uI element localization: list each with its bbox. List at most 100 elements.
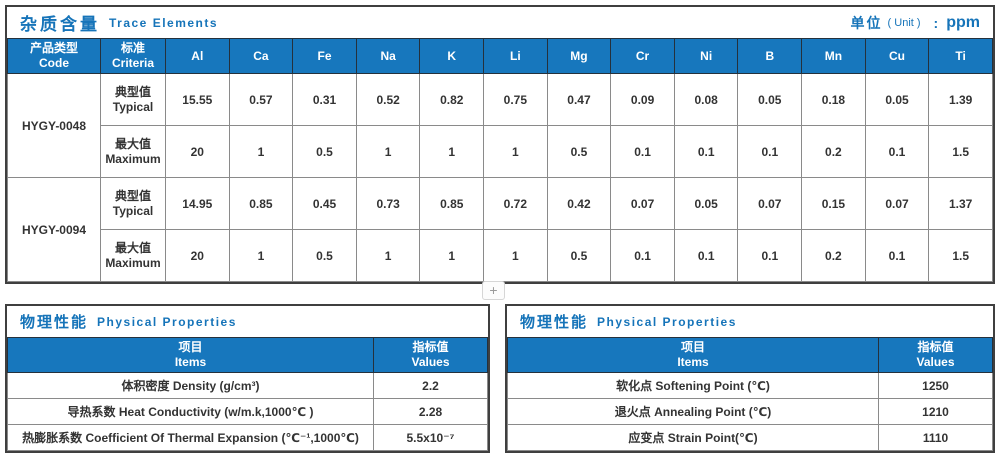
value-cell: 1.5 bbox=[928, 229, 993, 282]
column-header-code: 产品类型 Code bbox=[7, 38, 101, 74]
column-header-values-zh: 指标值 bbox=[412, 340, 449, 354]
physical-properties-panel-left: 物理性能 Physical Properties 项目 Items 指标值 Valu… bbox=[5, 304, 490, 453]
physical-left-title-bar: 物理性能 Physical Properties bbox=[7, 306, 488, 337]
value-cell: 0.05 bbox=[737, 73, 803, 126]
value-cell: 0.5 bbox=[292, 125, 357, 178]
column-header-criteria-zh: 标准 bbox=[120, 41, 145, 55]
unit-value: ppm bbox=[946, 13, 980, 31]
value-cell: 1 bbox=[355, 125, 421, 178]
unit-label: 单位 ( Unit ) : ppm bbox=[851, 13, 980, 33]
value-cell: 0.1 bbox=[673, 125, 739, 178]
panel-title-zh: 杂质含量 bbox=[20, 15, 100, 34]
column-header-element-cu: Cu bbox=[864, 38, 930, 74]
item-cell: 退火点 Annealing Point (℃) bbox=[507, 398, 879, 425]
panel-title-en: Physical Properties bbox=[597, 314, 737, 329]
table-row-0094-typical: HYGY-0094 典型值 Typical 14.95 0.85 0.45 0.7… bbox=[7, 177, 993, 282]
value-cell: 0.5 bbox=[546, 229, 612, 282]
column-header-values-en: Values bbox=[916, 355, 955, 369]
value-cell: 1250 bbox=[878, 372, 993, 399]
column-header-values: 指标值 Values bbox=[373, 337, 488, 373]
column-header-code-zh: 产品类型 bbox=[29, 41, 78, 55]
criteria-cell: 典型值 Typical bbox=[100, 73, 166, 126]
table-row-0048-maximum: 最大值 Maximum 20 1 0.5 1 1 1 0.5 0.1 0.1 0.… bbox=[8, 125, 993, 178]
table-row-annealing-point: 退火点 Annealing Point (℃) 1210 bbox=[507, 398, 993, 425]
table-row-softening-point: 软化点 Softening Point (℃) 1250 bbox=[507, 372, 993, 399]
value-cell: 0.1 bbox=[737, 125, 803, 178]
physical-properties-table-left: 项目 Items 指标值 Values 体积密度 Density (g/cm³) 2… bbox=[7, 337, 488, 451]
panel-title-zh: 物理性能 bbox=[20, 314, 89, 331]
table-row-strain-point: 应变点 Strain Point(℃) 1110 bbox=[507, 424, 993, 451]
value-cell: 1 bbox=[228, 229, 294, 282]
table-row-0048-typical: HYGY-0048 典型值 Typical 15.55 0.57 0.31 0.5… bbox=[7, 73, 993, 178]
value-cell: 0.1 bbox=[737, 229, 803, 282]
column-header-values-zh: 指标值 bbox=[917, 340, 954, 354]
value-cell: 1.39 bbox=[928, 73, 993, 126]
unit-zh: 单位 bbox=[850, 14, 883, 31]
item-cell: 热膨胀系数 Coefficient Of Thermal Expansion (… bbox=[7, 424, 374, 451]
item-cell: 体积密度 Density (g/cm³) bbox=[7, 372, 374, 399]
column-header-items: 项目 Items bbox=[7, 337, 374, 373]
value-cell: 0.07 bbox=[864, 177, 930, 230]
value-cell: 0.2 bbox=[801, 229, 866, 282]
physical-left-header-row: 项目 Items 指标值 Values bbox=[7, 337, 488, 373]
value-cell: 0.07 bbox=[610, 177, 675, 230]
physical-properties-table-right: 项目 Items 指标值 Values 软化点 Softening Point (℃… bbox=[507, 337, 993, 451]
value-cell: 20 bbox=[165, 229, 230, 282]
criteria-zh: 最大值 bbox=[114, 136, 151, 151]
value-cell: 0.2 bbox=[801, 125, 866, 178]
value-cell: 0.1 bbox=[864, 125, 930, 178]
value-cell: 0.72 bbox=[483, 177, 548, 230]
value-cell: 1 bbox=[228, 125, 294, 178]
value-cell: 1 bbox=[355, 229, 421, 282]
column-header-items: 项目 Items bbox=[507, 337, 879, 373]
value-cell: 1110 bbox=[878, 424, 993, 451]
value-cell: 1 bbox=[483, 125, 548, 178]
physical-right-title-bar: 物理性能 Physical Properties bbox=[507, 306, 993, 337]
value-cell: 0.85 bbox=[228, 177, 294, 230]
value-cell: 5.5x10⁻⁷ bbox=[373, 424, 488, 451]
criteria-zh: 典型值 bbox=[114, 84, 151, 99]
value-cell: 0.82 bbox=[419, 73, 485, 126]
value-cell: 2.28 bbox=[373, 398, 488, 425]
value-cell: 0.75 bbox=[483, 73, 548, 126]
value-cell: 2.2 bbox=[373, 372, 488, 399]
panel-title-zh: 物理性能 bbox=[520, 314, 589, 331]
column-header-items-zh: 项目 bbox=[178, 340, 203, 354]
value-cell: 0.15 bbox=[801, 177, 866, 230]
value-cell: 1.37 bbox=[928, 177, 993, 230]
criteria-cell: 最大值 Maximum bbox=[100, 125, 166, 178]
criteria-en: Typical bbox=[112, 99, 154, 114]
value-cell: 0.73 bbox=[355, 177, 421, 230]
column-header-items-zh: 项目 bbox=[680, 340, 705, 354]
value-cell: 0.42 bbox=[546, 177, 612, 230]
criteria-en: Maximum bbox=[105, 255, 161, 270]
value-cell: 0.5 bbox=[292, 229, 357, 282]
product-code-cell: HYGY-0094 bbox=[7, 177, 101, 282]
value-cell: 0.08 bbox=[673, 73, 739, 126]
criteria-cell: 典型值 Typical bbox=[100, 177, 166, 230]
value-cell: 0.47 bbox=[546, 73, 612, 126]
add-block-button[interactable]: + bbox=[482, 281, 505, 300]
physical-properties-section: 物理性能 Physical Properties 项目 Items 指标值 Valu… bbox=[5, 304, 995, 453]
column-header-element-ca: Ca bbox=[228, 38, 294, 74]
column-header-values: 指标值 Values bbox=[878, 337, 993, 373]
physical-right-header-row: 项目 Items 指标值 Values bbox=[507, 337, 993, 373]
value-cell: 0.57 bbox=[228, 73, 294, 126]
column-header-element-mn: Mn bbox=[801, 38, 866, 74]
value-cell: 1.5 bbox=[928, 125, 993, 178]
column-header-element-fe: Fe bbox=[292, 38, 357, 74]
value-cell: 1 bbox=[419, 125, 485, 178]
item-cell: 应变点 Strain Point(℃) bbox=[507, 424, 879, 451]
value-cell: 0.07 bbox=[737, 177, 803, 230]
column-header-items-en: Items bbox=[174, 355, 207, 369]
panel-title-en: Trace Elements bbox=[109, 15, 219, 30]
value-cell: 0.05 bbox=[864, 73, 930, 126]
value-cell: 0.05 bbox=[673, 177, 739, 230]
column-header-values-en: Values bbox=[411, 355, 450, 369]
column-header-element-mg: Mg bbox=[546, 38, 612, 74]
trace-elements-panel: 杂质含量 Trace Elements 单位 ( Unit ) : ppm 产品… bbox=[5, 5, 995, 284]
criteria-cell: 最大值 Maximum bbox=[100, 229, 166, 282]
criteria-en: Typical bbox=[112, 203, 154, 218]
table-row-0094-maximum: 最大值 Maximum 20 1 0.5 1 1 1 0.5 0.1 0.1 0.… bbox=[8, 229, 993, 282]
